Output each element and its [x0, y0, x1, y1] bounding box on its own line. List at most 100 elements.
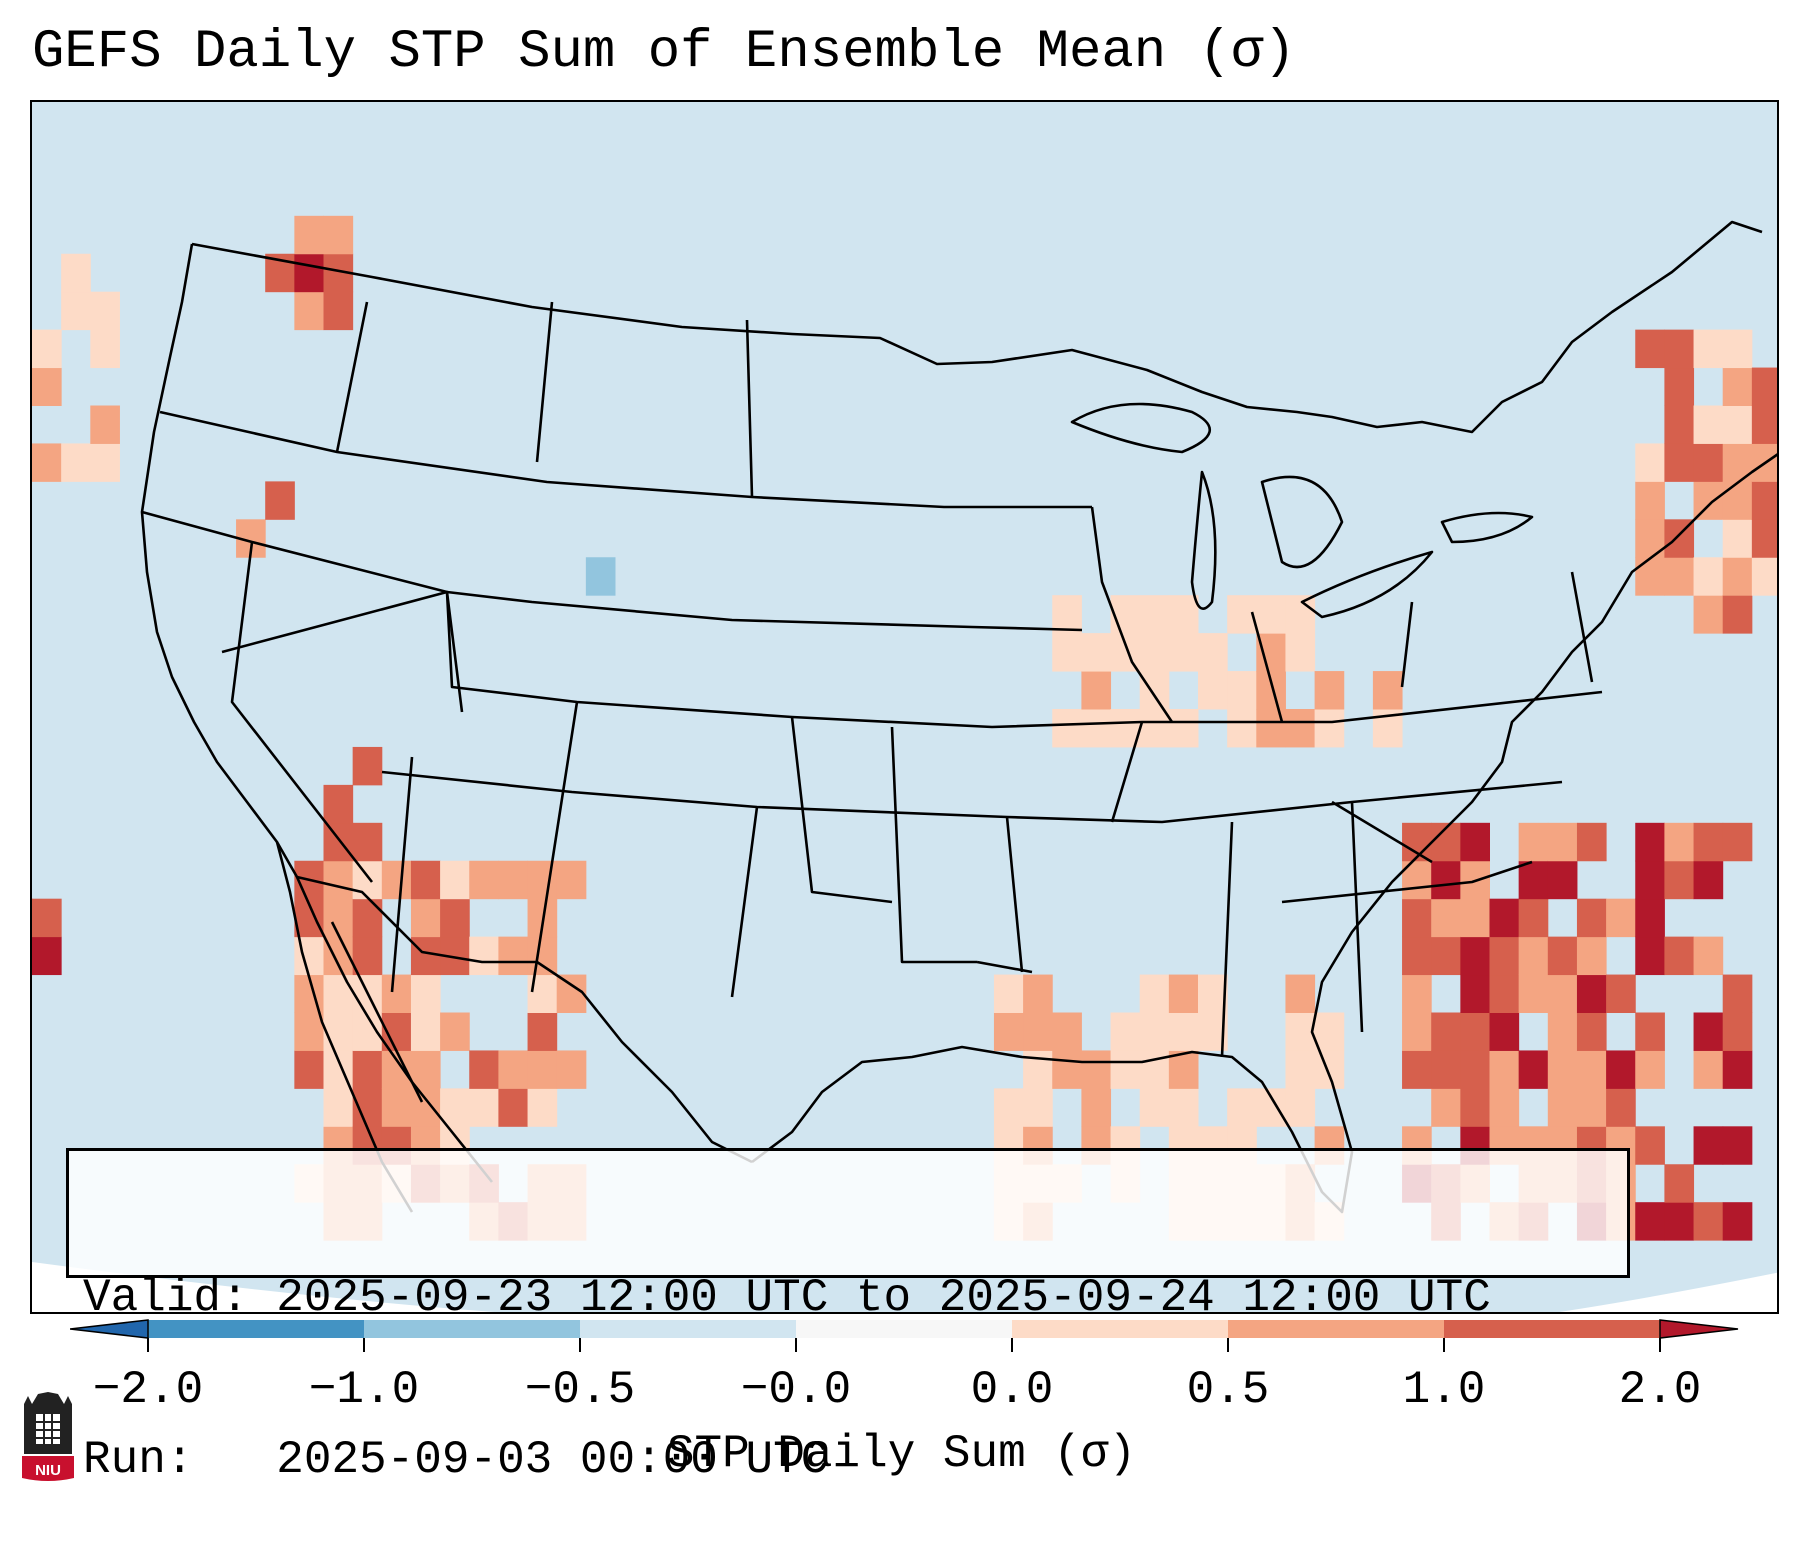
anomaly-cell [1139, 633, 1170, 672]
anomaly-cell [1576, 898, 1607, 938]
anomaly-cell [1518, 974, 1549, 1013]
anomaly-cell [1635, 1126, 1665, 1165]
anomaly-cell [1664, 443, 1695, 482]
anomaly-cell [323, 215, 354, 255]
state-line-south [790, 716, 1033, 974]
anomaly-cell [1227, 671, 1257, 710]
anomaly-cell [265, 481, 295, 520]
anomaly-cell [1693, 329, 1724, 369]
anomaly-cell [1693, 595, 1724, 634]
anomaly-cell [1722, 1126, 1753, 1165]
anomaly-cell [1576, 1012, 1607, 1051]
anomaly-cell [1547, 974, 1578, 1013]
anomaly-cell [1023, 1012, 1053, 1051]
anomaly-cell [1460, 936, 1490, 976]
anomaly-cell [1052, 633, 1082, 672]
anomaly-cell [410, 974, 441, 1013]
projection-edge [1559, 1272, 1777, 1312]
anomaly-cell [1635, 481, 1665, 520]
anomaly-cell [1431, 898, 1461, 938]
anomaly-cell [1547, 860, 1578, 900]
anomaly-cell [352, 860, 383, 900]
anomaly-cell [1402, 822, 1432, 862]
anomaly-cell [1693, 1202, 1724, 1241]
anomaly-cell [410, 898, 441, 938]
anomaly-cell [469, 860, 499, 900]
anomaly-cell [1606, 898, 1636, 938]
anomaly-cell [381, 860, 412, 900]
anomaly-cell [32, 898, 62, 938]
anomaly-cell [1518, 822, 1549, 862]
colorbar-extend-high [1659, 1319, 1739, 1339]
anomaly-cell [498, 1088, 529, 1127]
anomaly-cell [1693, 936, 1724, 976]
anomaly-cell [1722, 405, 1753, 444]
anomaly-cell [1635, 1050, 1665, 1089]
anomaly-cell [527, 974, 558, 1013]
lake-huron [1260, 475, 1344, 569]
anomaly-cell [1052, 595, 1082, 634]
anomaly-cell [1110, 1050, 1141, 1089]
anomaly-cell [381, 974, 412, 1013]
anomaly-cell [469, 1088, 499, 1127]
anomaly-cell [1693, 1126, 1724, 1165]
anomaly-cell [323, 784, 354, 824]
anomaly-cell [1168, 1012, 1199, 1051]
anomaly-cell [1547, 822, 1578, 862]
anomaly-cell [1285, 633, 1316, 672]
anomaly-cell [1635, 822, 1665, 862]
colorbar-bin [1012, 1320, 1229, 1338]
anomaly-cell [993, 974, 1024, 1013]
anomaly-cell [1489, 898, 1520, 938]
us-canada-border [191, 220, 1763, 434]
anomaly-cell [527, 1012, 558, 1051]
niu-logo-text: NIU [35, 1462, 61, 1479]
anomaly-cell [440, 1012, 470, 1051]
anomaly-cell [1635, 329, 1665, 369]
anomaly-cell [323, 1088, 354, 1127]
anomaly-cell [1576, 1088, 1607, 1127]
anomaly-cell [1285, 974, 1316, 1013]
anomaly-cell [1693, 1012, 1724, 1051]
anomaly-cell [1198, 974, 1228, 1013]
anomaly-cell [1256, 633, 1286, 672]
anomaly-cell [1460, 822, 1490, 862]
anomaly-cell [1314, 709, 1345, 748]
colorbar-bin [364, 1320, 581, 1338]
anomaly-cell [352, 898, 383, 938]
anomaly-cell [1606, 1050, 1636, 1089]
anomaly-cell [1664, 1164, 1695, 1203]
anomaly-cell [469, 936, 499, 976]
anomaly-cell [294, 253, 324, 293]
anomaly-cell [323, 974, 354, 1013]
anomaly-cell [1402, 936, 1432, 976]
anomaly-cell [1052, 709, 1082, 748]
anomaly-cell [1431, 860, 1461, 900]
anomaly-cell [1722, 329, 1753, 369]
colorbar-tick-label: 0.0 [970, 1364, 1054, 1416]
colorbar-bins [148, 1320, 1661, 1338]
anomaly-cell [1402, 1050, 1432, 1089]
anomaly-cell [993, 1012, 1024, 1051]
anomaly-cell [1751, 557, 1777, 596]
anomaly-cell [294, 1050, 324, 1089]
anomaly-cell [381, 1088, 412, 1127]
anomaly-cell [1314, 1012, 1345, 1051]
anomaly-cell [1168, 974, 1199, 1013]
anomaly-cell [1576, 974, 1607, 1013]
anomaly-cell [1460, 898, 1490, 938]
anomaly-cell [1635, 557, 1665, 596]
anomaly-cell [498, 860, 529, 900]
anomaly-cell [1227, 1088, 1257, 1127]
anomaly-cell [1664, 936, 1695, 976]
state-line-west [230, 301, 754, 883]
anomaly-cell [1576, 822, 1607, 862]
anomaly-cell [440, 1088, 470, 1127]
anomaly-cell [1285, 1012, 1316, 1051]
anomaly-cell [1722, 1012, 1753, 1051]
colorbar-tick-label: 0.5 [1186, 1364, 1270, 1416]
anomaly-cell [1518, 936, 1549, 976]
anomaly-cell [1693, 860, 1724, 900]
anomaly-cell [90, 443, 120, 482]
anomaly-cell [1722, 367, 1753, 406]
